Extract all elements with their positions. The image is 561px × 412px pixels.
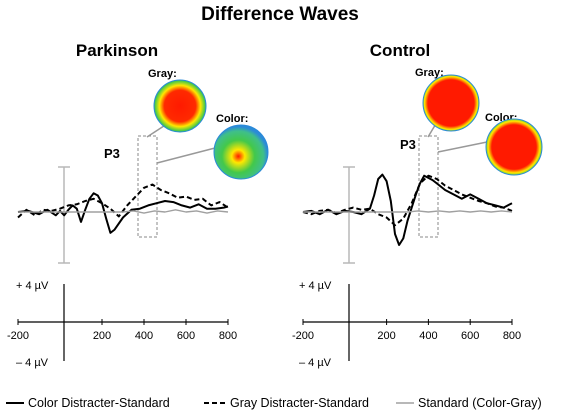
topomap-gray-parkinson [153,79,207,133]
waveforms-parkinson [17,183,229,234]
pos-scale-label-control: + 4 µV [299,280,332,292]
neg-scale-label-parkinson: – 4 µV [16,357,49,369]
x-tick-label: 800 [503,330,521,342]
x-tick-label: 400 [419,330,437,342]
figure-title: Difference Waves [201,4,359,25]
panel-title-control: Control [370,41,430,60]
series-line-dashed-0 [17,183,229,219]
axis-control: + 4 µV – 4 µV -200 200 400 600 800 [292,280,521,369]
neg-scale-label-control: – 4 µV [299,357,332,369]
axis-parkinson: + 4 µV – 4 µV -200 200 400 600 800 [7,280,237,369]
x-tick-label: 400 [135,330,153,342]
x-tick-label: -200 [7,330,29,342]
p3-label-control: P3 [400,137,416,152]
connector-color-parkinson [156,147,216,164]
x-tick-label: 600 [461,330,479,342]
legend-label-gray-distracter: Gray Distracter-Standard [230,396,369,410]
control-panel: P3 Gray: Color: [343,67,543,264]
topomap-gray-control [422,74,480,132]
legend: Color Distracter-Standard Gray Distracte… [6,396,542,410]
x-tick-label: 800 [219,330,237,342]
waveforms-control [302,173,513,246]
series-line-gray-1 [303,210,513,213]
legend-label-color-distracter: Color Distracter-Standard [28,396,170,410]
x-tick-label: 600 [177,330,195,342]
x-tick-label: -200 [292,330,314,342]
pos-scale-label-parkinson: + 4 µV [16,280,49,292]
p3-label-parkinson: P3 [104,146,120,161]
connector-color-control [437,141,488,153]
series-line-gray-0 [18,209,229,214]
topo-gray-label-parkinson: Gray: [148,68,177,80]
topo-color-label-parkinson: Color: [216,113,248,125]
panel-title-parkinson: Parkinson [76,41,158,60]
x-tick-label: 200 [93,330,111,342]
x-tick-label: 200 [377,330,395,342]
p3-window-control [418,135,439,238]
topomap-color-parkinson [213,124,269,180]
topo-gray-label-control: Gray: [415,67,444,79]
parkinson-panel: P3 Gray: Color: [58,68,269,264]
topomap-color-control [485,118,543,176]
legend-label-standard: Standard (Color-Gray) [418,396,542,410]
